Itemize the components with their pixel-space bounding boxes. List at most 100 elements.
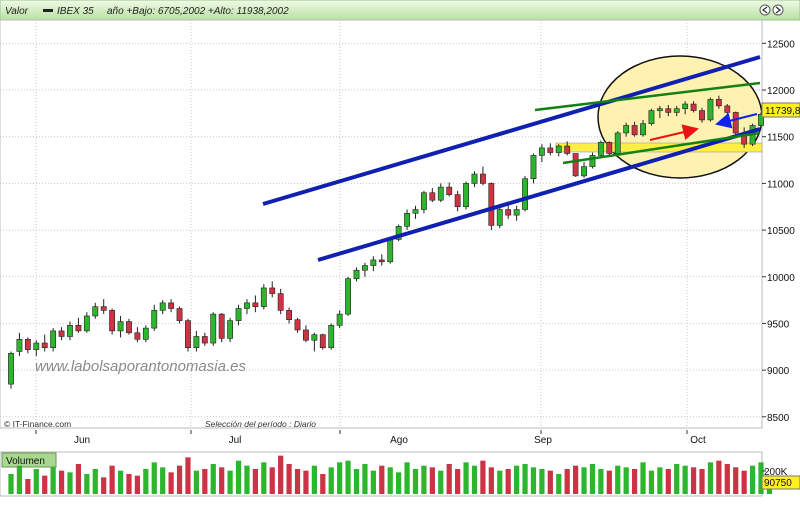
candle-up bbox=[623, 125, 630, 134]
candle-down bbox=[724, 105, 731, 113]
volume-bar bbox=[674, 464, 680, 494]
volume-title-box bbox=[1, 452, 57, 468]
volume-bar bbox=[455, 469, 461, 494]
volume-bar bbox=[168, 472, 174, 494]
volume-bar bbox=[530, 467, 537, 494]
candle-up bbox=[227, 320, 234, 339]
candle-up bbox=[496, 209, 503, 226]
volume-bar bbox=[8, 474, 14, 494]
volume-bar bbox=[101, 477, 107, 494]
header-range: año +Bajo: 6705,2002 +Alto: 11938,2002 bbox=[107, 6, 289, 17]
candle-up bbox=[648, 110, 655, 124]
overlay-front-layer bbox=[262, 55, 761, 262]
volume-bar bbox=[143, 469, 149, 494]
volume-bar bbox=[286, 464, 292, 494]
y-tick-label: 12500 bbox=[767, 39, 795, 50]
volume-bar bbox=[176, 465, 183, 494]
candle-down bbox=[252, 302, 259, 307]
volume-bar bbox=[564, 469, 570, 494]
volume-bar bbox=[134, 475, 141, 494]
candle-up bbox=[117, 321, 124, 332]
volume-bar bbox=[640, 462, 646, 494]
candle-up bbox=[614, 132, 621, 154]
volume-bar bbox=[412, 469, 419, 494]
volume-title: Volumen bbox=[6, 456, 45, 467]
volume-bar bbox=[547, 470, 553, 494]
candle-down bbox=[168, 302, 175, 309]
volume-bar bbox=[657, 467, 663, 494]
volume-bar bbox=[58, 470, 65, 494]
volume-bar bbox=[227, 470, 233, 494]
candle-up bbox=[33, 342, 40, 350]
candle-up bbox=[328, 324, 335, 349]
candle-up bbox=[345, 278, 351, 315]
x-axis: Jun Jul Ago Sep Oct bbox=[35, 430, 706, 446]
candle-down bbox=[572, 153, 579, 177]
x-tick-label: Jun bbox=[74, 435, 90, 446]
candle-up bbox=[471, 173, 478, 184]
candle-up bbox=[581, 166, 587, 177]
candle-down bbox=[319, 334, 326, 349]
volume-bar bbox=[345, 460, 351, 494]
candle-down bbox=[665, 108, 672, 113]
scroll-left-icon[interactable] bbox=[759, 4, 771, 16]
grid-layer bbox=[0, 20, 762, 428]
candle-up bbox=[538, 147, 545, 156]
volume-bar bbox=[648, 470, 655, 494]
volume-bar bbox=[581, 467, 587, 494]
volume-last-value: 90750 bbox=[764, 478, 792, 489]
volume-bar bbox=[724, 464, 730, 494]
y-tick-label: 11000 bbox=[767, 179, 795, 190]
volume-bar bbox=[67, 472, 73, 494]
candle-up bbox=[555, 145, 562, 153]
volume-bar bbox=[665, 469, 671, 494]
volume-bar bbox=[33, 469, 39, 494]
candle-up bbox=[673, 108, 680, 113]
volume-bar bbox=[117, 470, 124, 494]
source-credit: © IT-Finance.com bbox=[4, 419, 71, 429]
candle-down bbox=[58, 330, 65, 337]
volume-bar bbox=[151, 462, 157, 494]
candle-down bbox=[201, 336, 208, 344]
candle-up bbox=[8, 353, 14, 385]
volume-bar bbox=[252, 469, 258, 494]
volume-bar bbox=[446, 464, 452, 494]
candle-down bbox=[429, 192, 436, 201]
header-bar bbox=[0, 0, 800, 20]
volume-bar bbox=[379, 465, 385, 494]
volume-bar bbox=[572, 465, 579, 494]
volume-bar bbox=[210, 464, 216, 494]
candle-down bbox=[454, 194, 461, 208]
candle-up bbox=[244, 302, 250, 309]
volume-bar bbox=[522, 464, 528, 494]
candle-up bbox=[589, 155, 596, 167]
volume-bar bbox=[421, 465, 427, 494]
volume-bar bbox=[370, 470, 376, 494]
chevron-left-icon bbox=[761, 6, 768, 14]
candle-up bbox=[387, 239, 394, 263]
candle-down bbox=[24, 339, 31, 350]
scroll-right-icon[interactable] bbox=[772, 4, 784, 16]
volume-bar bbox=[269, 467, 275, 494]
volume-bar bbox=[404, 462, 410, 494]
candle-down bbox=[446, 186, 453, 195]
volume-bar bbox=[42, 475, 48, 494]
volume-bar bbox=[185, 457, 191, 494]
volume-bar bbox=[320, 474, 326, 494]
candle-down bbox=[134, 332, 141, 340]
header-instrument: IBEX 35 bbox=[57, 6, 94, 17]
red-arrow-icon bbox=[649, 124, 699, 141]
series-legend-swatch bbox=[43, 9, 53, 12]
volume-bar bbox=[362, 464, 368, 494]
candle-down bbox=[176, 308, 183, 321]
candle-up bbox=[362, 265, 368, 271]
volume-bar bbox=[396, 472, 402, 494]
volume-bar bbox=[202, 469, 208, 494]
volume-bar bbox=[598, 469, 604, 494]
candle-down bbox=[218, 313, 225, 339]
volume-bar bbox=[25, 479, 31, 494]
volume-bar bbox=[84, 474, 90, 494]
period-selector[interactable]: Selección del período : Diario bbox=[205, 419, 316, 429]
candle-down bbox=[606, 142, 613, 154]
